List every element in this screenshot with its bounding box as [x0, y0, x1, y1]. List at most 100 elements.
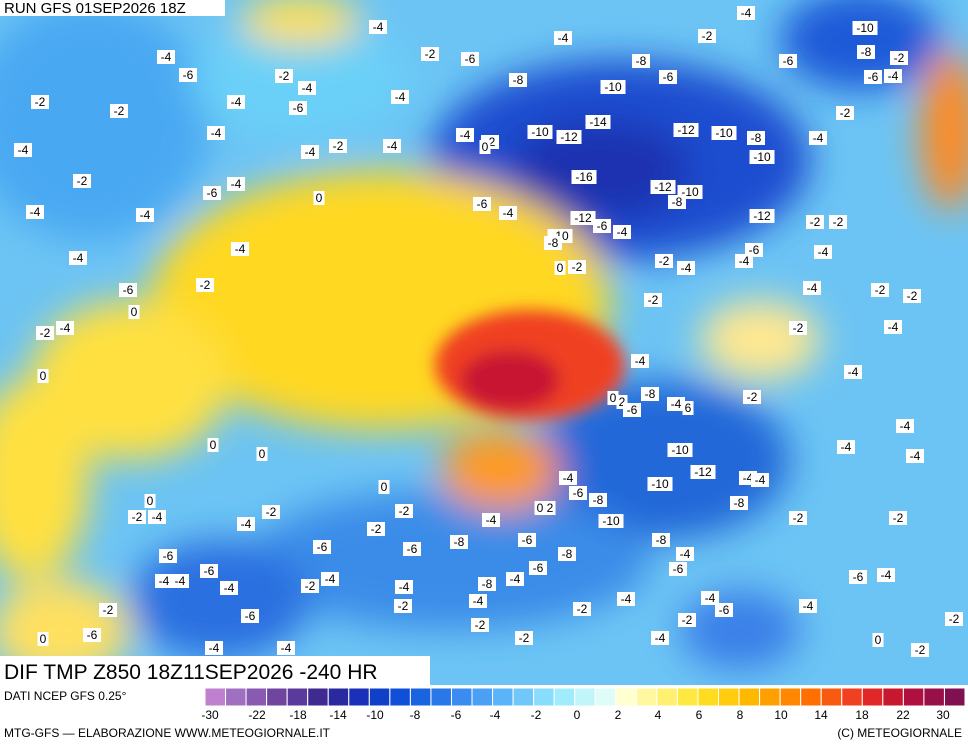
label-box	[227, 95, 245, 109]
contour-label: -8	[636, 54, 647, 68]
contour-label: 6	[685, 401, 692, 415]
contour-label: -6	[245, 609, 256, 623]
colorbar-swatch	[533, 687, 555, 707]
contour-label: -2	[333, 139, 344, 153]
label-box	[871, 283, 889, 297]
contour-label: -10	[671, 443, 689, 457]
label-box	[836, 106, 854, 120]
label-box	[803, 281, 821, 295]
label-box	[171, 574, 189, 588]
label-box	[196, 278, 214, 292]
label-box	[144, 494, 156, 508]
label-box	[890, 51, 908, 65]
colorbar-tick: 6	[696, 708, 703, 722]
contour-label: -2	[682, 613, 693, 627]
contour-label: -4	[241, 517, 252, 531]
label-box	[644, 293, 662, 307]
contour-label: -2	[399, 504, 410, 518]
contour-label: -10	[604, 80, 622, 94]
contour-label: 2	[619, 395, 626, 409]
label-box	[669, 562, 687, 576]
label-box	[262, 505, 280, 519]
label-box	[527, 125, 553, 139]
contour-label: 0	[210, 438, 217, 452]
contour-label: -2	[35, 95, 46, 109]
contour-label: -4	[910, 449, 921, 463]
contour-label: -4	[159, 574, 170, 588]
label-box	[884, 320, 902, 334]
label-box	[14, 143, 32, 157]
label-box	[203, 186, 221, 200]
colorbar-swatch	[266, 687, 288, 707]
label-box	[906, 449, 924, 463]
contour-label: -4	[211, 126, 222, 140]
contour-label: -14	[589, 115, 607, 129]
contour-label: -2	[279, 69, 290, 83]
label-box	[482, 513, 500, 527]
label-box	[735, 254, 753, 268]
contour-label: -4	[231, 177, 242, 191]
label-box	[623, 403, 641, 417]
source: DATI NCEP GFS 0.25°	[4, 689, 127, 703]
contour-label: -2	[894, 51, 905, 65]
contour-label: -4	[848, 365, 859, 379]
label-box	[779, 54, 797, 68]
colorbar-tick: 8	[737, 708, 744, 722]
contour-label: -6	[207, 186, 218, 200]
label-box	[743, 390, 761, 404]
label-box	[461, 52, 479, 66]
label-box	[799, 599, 817, 613]
colorbar-swatch	[656, 687, 678, 707]
colorbar-tick: 4	[655, 708, 662, 722]
colorbar-swatch	[676, 687, 699, 707]
colorbar-swatch	[635, 687, 658, 707]
colorbar-tick: -18	[289, 708, 307, 722]
contour-label: -2	[519, 631, 530, 645]
label-box	[515, 631, 533, 645]
contour-label: -6	[407, 542, 418, 556]
label-box	[227, 177, 245, 191]
colorbar-swatch	[348, 687, 370, 707]
contour-label: -6	[573, 486, 584, 500]
colorbar-tick: -2	[531, 708, 542, 722]
run-box	[0, 0, 225, 16]
contour-label: 0	[259, 447, 266, 461]
contour-label: -2	[40, 326, 51, 340]
label-box	[877, 568, 895, 582]
label-box	[559, 471, 577, 485]
contour-label: -2	[907, 289, 918, 303]
contour-label: -2	[103, 603, 114, 617]
contour-label: -4	[563, 471, 574, 485]
colorbar-swatch	[738, 687, 761, 707]
contour-label: -4	[460, 128, 471, 142]
contour-label: -16	[575, 170, 593, 184]
label-box	[421, 47, 439, 61]
copyright: (C) METEOGIORNALE	[837, 726, 962, 740]
contour-label: -8	[562, 547, 573, 561]
label-box	[148, 510, 166, 524]
label-box	[544, 501, 556, 515]
label-box	[179, 68, 197, 82]
label-box	[69, 251, 87, 265]
contour-label: 0	[557, 261, 564, 275]
contour-label: -6	[293, 101, 304, 115]
contour-label: -2	[747, 390, 758, 404]
label-box	[313, 540, 331, 554]
contour-label: -4	[140, 208, 151, 222]
contour-label: -2	[475, 618, 486, 632]
contour-label: -4	[302, 81, 313, 95]
colorbar-tick: 10	[774, 708, 788, 722]
label-box	[367, 522, 385, 536]
contour-label: -4	[281, 641, 292, 655]
label-box	[321, 572, 339, 586]
colorbar-swatch	[861, 687, 884, 707]
colorbar-swatch	[430, 687, 452, 707]
contour-label: -6	[673, 562, 684, 576]
contour-label: 0	[40, 369, 47, 383]
label-box	[256, 447, 268, 461]
contour-label: -4	[30, 205, 41, 219]
label-box	[701, 591, 719, 605]
label-box	[852, 21, 878, 35]
contour-label: -2	[793, 321, 804, 335]
colorbar-tick: -22	[248, 708, 266, 722]
